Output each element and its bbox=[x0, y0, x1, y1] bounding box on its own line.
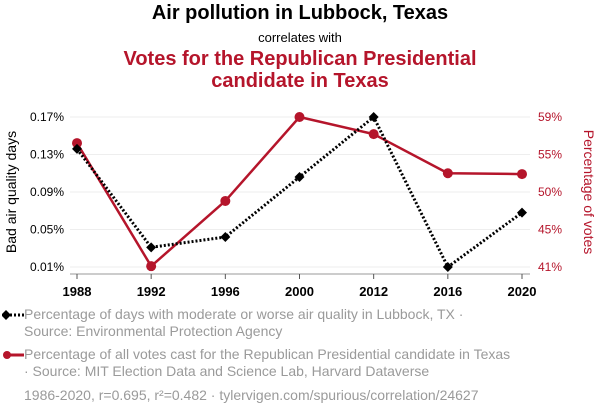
series bbox=[72, 112, 527, 272]
legend-text-2a: Percentage of all votes cast for the Rep… bbox=[24, 346, 511, 362]
series-votes-point bbox=[294, 112, 305, 122]
y-tick-label-left: 0.05% bbox=[30, 223, 64, 237]
y-tick-label-right: 41% bbox=[538, 260, 562, 274]
chart-subtitle: correlates with bbox=[258, 30, 342, 45]
legend-text-1b: Source: Environmental Protection Agency bbox=[24, 323, 283, 339]
chart-title: Air pollution in Lubbock, Texas bbox=[151, 2, 449, 24]
y-axis-label-right: Percentage of votes bbox=[581, 130, 597, 255]
x-tick-label: 1988 bbox=[63, 284, 92, 299]
axes: 0.01% 0.05% 0.09% 0.13% 0.17% 41% 45% 50% 55% 59%… bbox=[30, 110, 562, 299]
y-tick-label-right: 55% bbox=[538, 148, 562, 162]
x-tick-label: 2012 bbox=[359, 284, 388, 299]
x-tick-label: 2016 bbox=[433, 284, 462, 299]
series-air-quality-point bbox=[220, 232, 231, 242]
legend-item-votes: Percentage of all votes cast for the Rep… bbox=[3, 346, 594, 380]
series-votes-point bbox=[517, 169, 527, 180]
y-tick-label-right: 45% bbox=[538, 223, 562, 237]
x-tick-label: 1992 bbox=[137, 284, 166, 299]
footer-note: 1986-2020, r=0.695, r²=0.482 · tylervige… bbox=[24, 387, 479, 403]
series-air-quality-point bbox=[517, 207, 527, 218]
legend-text-1a: Percentage of days with moderate or wors… bbox=[24, 306, 464, 322]
x-tick-label: 2020 bbox=[508, 284, 537, 299]
series-air-quality-point bbox=[146, 242, 157, 253]
chart-title-2-line1: Votes for the Republican Presidential bbox=[123, 48, 477, 70]
chart-title-2-line2: candidate in Texas bbox=[211, 70, 389, 92]
y-tick-label-right: 50% bbox=[538, 185, 562, 199]
solid-circle-legend-icon bbox=[3, 351, 24, 359]
series-air-quality-point bbox=[442, 262, 453, 272]
series-air-quality-point bbox=[368, 112, 379, 122]
series-votes-point bbox=[146, 261, 157, 272]
y-axis-label-left: Bad air quality days bbox=[3, 131, 19, 253]
legend-item-air-quality: Percentage of days with moderate or wors… bbox=[2, 306, 584, 340]
y-tick-label-left: 0.09% bbox=[30, 185, 64, 199]
series-air-quality-point bbox=[294, 172, 305, 182]
series-votes-point bbox=[72, 138, 82, 149]
y-tick-label-left: 0.13% bbox=[30, 148, 64, 162]
legend-text-2b: · Source: MIT Election Data and Science … bbox=[24, 363, 430, 379]
y-tick-label-left: 0.01% bbox=[30, 260, 64, 274]
dotted-diamond-legend-icon bbox=[2, 310, 24, 320]
y-tick-label-right: 59% bbox=[538, 110, 562, 124]
series-air-quality-point bbox=[72, 143, 82, 154]
x-tick-label: 2000 bbox=[285, 284, 314, 299]
x-tick-label: 1996 bbox=[211, 284, 240, 299]
line-chart: 0.01% 0.05% 0.09% 0.13% 0.17% 41% 45% 50% 55% 59%… bbox=[3, 110, 597, 299]
series-votes-point bbox=[442, 168, 453, 179]
chart-title-2: Votes for the Republican Presidential ca… bbox=[0, 48, 600, 92]
y-tick-label-left: 0.17% bbox=[30, 110, 64, 124]
series-votes-point bbox=[368, 129, 379, 140]
series-votes-point bbox=[220, 195, 231, 206]
